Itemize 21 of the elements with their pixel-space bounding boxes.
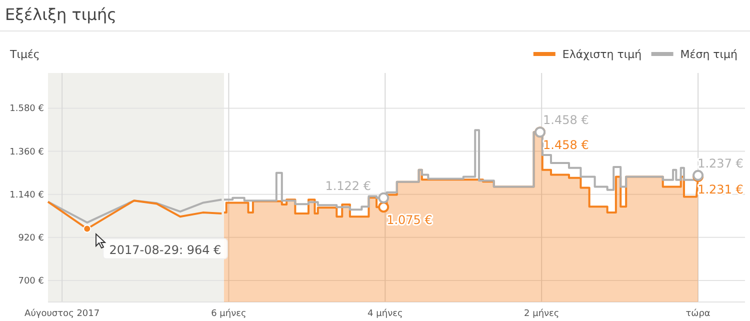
y-tick-label: 1.580 € (10, 104, 44, 114)
x-tick-label: 6 μήνες (211, 308, 246, 319)
data-label: 1.458 € (543, 138, 589, 152)
data-label: 1.231 € (698, 182, 744, 197)
legend-label: Μέση τιμή (680, 48, 738, 61)
x-tick-label: 2 μήνες (524, 308, 560, 319)
y-tick-label: 700 € (18, 276, 44, 286)
legend-label: Ελάχιστη τιμή (562, 48, 642, 61)
x-tick-label: 4 μήνες (368, 308, 403, 319)
data-label: 1.458 € (543, 113, 589, 128)
y-tick-label: 1.360 € (10, 147, 44, 158)
data-label: 1.075 € (386, 213, 432, 228)
annotation: 2017-08-29: 964 € (109, 242, 222, 257)
y-tick-label: 1.140 € (10, 190, 44, 200)
x-tick-label: τώρα (686, 308, 710, 319)
data-label: 1.237 € (698, 156, 744, 170)
y-axis-title: Τιμές (9, 48, 40, 61)
x-tick-label: Αύγουστος 2017 (24, 308, 100, 319)
y-tick-label: 920 € (18, 233, 44, 244)
data-label: 1.122 € (325, 178, 372, 193)
chart-title: Εξέλιξη τιμής (5, 5, 116, 24)
